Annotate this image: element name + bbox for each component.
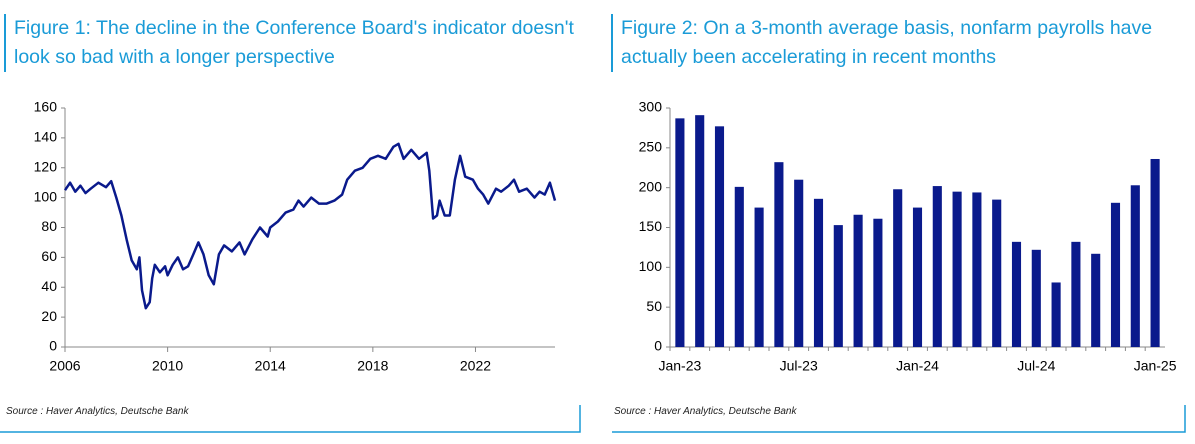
bar — [754, 207, 764, 347]
bar — [813, 198, 824, 347]
bar — [873, 218, 883, 347]
bar — [912, 207, 923, 347]
bar — [714, 126, 725, 347]
bar — [932, 186, 942, 347]
x-tick-label: Jan-24 — [896, 358, 939, 374]
x-tick-label: 2006 — [49, 358, 80, 374]
y-tick-label: 250 — [639, 139, 663, 155]
bar — [1130, 185, 1140, 347]
x-tick-label: Jan-25 — [1134, 358, 1177, 374]
x-tick-label: Jul-23 — [780, 358, 818, 374]
y-tick-label: 100 — [639, 258, 663, 274]
line-series — [63, 142, 557, 310]
bar — [952, 191, 962, 347]
x-tick-label: Jan-23 — [658, 358, 701, 374]
y-tick-label: 0 — [654, 338, 662, 354]
frame-line — [0, 405, 581, 433]
y-tick-label: 300 — [639, 99, 663, 115]
chart-title: Figure 2: On a 3-month average basis, no… — [611, 14, 1181, 72]
source: Source : Haver Analytics, Deutsche Bank — [614, 406, 797, 417]
bar — [1071, 241, 1081, 347]
y-tick-label: 120 — [34, 158, 58, 174]
frame-line — [612, 405, 1186, 433]
bar — [1150, 158, 1160, 347]
bar — [893, 189, 903, 347]
y-tick-label: 140 — [34, 129, 58, 145]
bar — [1051, 282, 1061, 347]
bar — [1091, 253, 1101, 347]
bar — [992, 199, 1002, 347]
bar — [734, 186, 744, 347]
y-tick-label: 20 — [41, 308, 57, 324]
x-tick-label: Jul-24 — [1017, 358, 1055, 374]
y-tick-label: 200 — [639, 178, 663, 194]
bar — [1031, 249, 1041, 347]
y-tick-label: 50 — [646, 298, 662, 314]
bar — [1110, 202, 1121, 347]
bar — [675, 118, 685, 348]
bar — [695, 115, 705, 347]
y-tick-label: 80 — [41, 218, 57, 234]
source: Source : Haver Analytics, Deutsche Bank — [6, 406, 189, 417]
y-tick-label: 100 — [34, 188, 58, 204]
x-tick-label: 2014 — [255, 358, 286, 374]
bar — [853, 214, 863, 347]
bar — [794, 179, 804, 347]
x-tick-label: 2018 — [357, 358, 388, 374]
y-tick-label: 40 — [41, 278, 57, 294]
y-tick-label: 0 — [49, 338, 57, 354]
x-tick-label: 2022 — [460, 358, 491, 374]
bar — [774, 162, 784, 347]
x-tick-label: 2010 — [152, 358, 183, 374]
bar — [1011, 241, 1022, 347]
y-tick-label: 150 — [639, 218, 663, 234]
bar — [972, 192, 982, 347]
y-tick-label: 160 — [34, 99, 58, 115]
y-tick-label: 60 — [41, 248, 57, 264]
bar — [833, 225, 843, 347]
chart-title: Figure 1: The decline in the Conference … — [4, 14, 574, 72]
